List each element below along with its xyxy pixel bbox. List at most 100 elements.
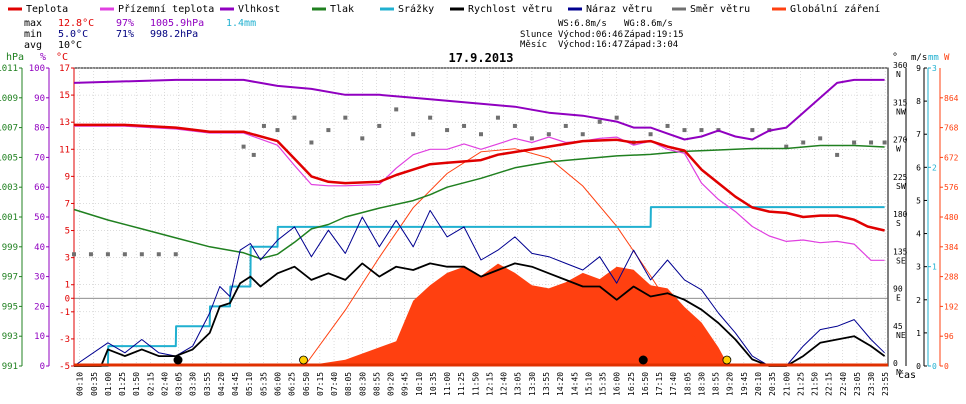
x-tick-label: 13:30 [528, 372, 537, 396]
series-smer-vetru-point [563, 123, 568, 128]
axis-pct-tick-label: 20 [34, 302, 45, 312]
axis-w-tick-label: 384 [944, 243, 959, 252]
series-smer-vetru-point [818, 136, 823, 141]
axis-w-tick-label: 480 [944, 213, 959, 222]
axis-hpa-tick-label: 1005 [0, 153, 18, 163]
x-tick-label: 20:10 [754, 372, 763, 396]
series-smer-vetru-point [682, 128, 687, 133]
legend-label-smer-vetru: Směr větru [690, 3, 750, 15]
x-tick-label: 02:40 [160, 372, 169, 396]
x-tick-label: 16:25 [627, 372, 636, 396]
axis-unit-mm: mm [928, 53, 939, 63]
x-tick-label: 01:00 [104, 372, 113, 396]
axis-pct-tick-label: 30 [34, 273, 45, 283]
axis-w-tick-label: 768 [944, 124, 959, 133]
x-tick-label: 04:20 [217, 372, 226, 396]
x-tick-label: 05:35 [259, 372, 268, 396]
x-tick-label: 11:00 [443, 372, 452, 396]
axis-deg-dir-label: N [896, 70, 901, 79]
info-sun-rise: Východ:06:46 [558, 30, 623, 40]
series-smer-vetru-point [852, 140, 857, 145]
x-tick-label: 08:30 [358, 372, 367, 396]
series-smer-vetru-point [241, 144, 246, 149]
series-smer-vetru-point [428, 115, 433, 120]
series-smer-vetru-point [784, 144, 789, 149]
series-smer-vetru-point [614, 115, 619, 120]
axis-pct-tick-label: 10 [34, 332, 45, 342]
series-smer-vetru-point [445, 128, 450, 133]
legend-label-tlak: Tlak [330, 4, 354, 15]
x-tick-label: 03:30 [189, 372, 198, 396]
axis-ms-tick-label: 2 [916, 296, 921, 305]
series-smer-vetru-point [105, 252, 110, 257]
series-smer-vetru-point [122, 252, 127, 257]
x-tick-label: 07:40 [330, 372, 339, 396]
axis-degc-tick-label: 0 [65, 294, 70, 304]
stats-min-temp: 5.0°C [58, 29, 88, 40]
info-sun-label: Slunce [520, 30, 553, 40]
x-tick-label: 20:35 [768, 372, 777, 396]
x-tick-label: 21:00 [782, 372, 791, 396]
x-tick-label: 03:55 [203, 372, 212, 396]
x-tick-label: 11:25 [457, 372, 466, 396]
x-tick-label: 11:50 [471, 372, 480, 396]
series-smer-vetru-point [869, 140, 874, 145]
stats-max-label: max [24, 18, 42, 29]
x-tick-label: 21:25 [796, 372, 805, 396]
x-tick-label: 19:45 [740, 372, 749, 396]
x-tick-label: 14:20 [556, 372, 565, 396]
info-block: WS:6.8m/s WG:8.6m/s Slunce Východ:06:46 … [520, 19, 684, 50]
x-tick-label: 15:35 [599, 372, 608, 396]
series-smer-vetru-point [326, 128, 331, 133]
x-tick-label: 02:15 [146, 372, 155, 396]
series-smer-vetru-point [251, 152, 256, 157]
axis-mm-tick-label: 3 [932, 64, 937, 73]
stats-min-hum: 71% [116, 29, 134, 40]
x-tick-label: 09:45 [401, 372, 410, 396]
info-moon-set: Západ:3:04 [624, 40, 678, 50]
legend-label-prizemni-teplota: Přízemní teplota [118, 3, 214, 15]
info-ws: WS:6.8m/s [558, 19, 607, 29]
series-clear-sky-line [304, 148, 729, 367]
series-prizemni-teplota-line [74, 125, 885, 261]
axis-deg-dir-label: NW [896, 107, 906, 116]
axis-degc-tick-label: -5 [59, 362, 70, 372]
x-tick-label: 00:10 [76, 372, 85, 396]
series-smer-vetru-point [479, 132, 483, 137]
legend-label-globalni-zareni: Globální záření [790, 3, 880, 15]
axis-mm-tick-label: 1 [932, 263, 937, 272]
x-tick-label: 18:55 [712, 372, 721, 396]
series-smer-vetru-point [72, 252, 76, 257]
x-tick-label: 16:00 [613, 372, 622, 396]
axis-w-tick-label: 864 [944, 94, 959, 103]
stats-min-press: 998.2hPa [150, 29, 198, 40]
x-tick-label: 04:45 [231, 372, 240, 396]
axis-ms-tick-label: 6 [916, 163, 921, 172]
axis-degc-tick-label: -3 [59, 335, 70, 345]
series-smer-vetru-point [360, 136, 365, 141]
series-smer-vetru-point [529, 136, 534, 141]
series-smer-vetru-point [309, 140, 314, 145]
info-moon-rise: Východ:16:47 [558, 40, 623, 50]
axis-degc-tick-label: 17 [59, 64, 70, 74]
series-teplota-line [74, 123, 885, 232]
axis-deg-dir-label: NE [896, 331, 906, 340]
axis-w-tick-label: 672 [944, 153, 959, 162]
legend: Teplota Přízemní teplota Vlhkost Tlak Sr… [8, 3, 880, 15]
x-tick-label: 17:15 [655, 372, 664, 396]
x-tick-label: 23:30 [867, 372, 876, 396]
axis-ms-tick-label: 0 [916, 362, 921, 371]
legend-label-naraz-vetru: Náraz větru [586, 3, 652, 15]
axis-deg-tick-label: 315 [893, 98, 908, 107]
moonrise-marker [638, 355, 648, 365]
x-tick-label: 18:30 [697, 372, 706, 396]
x-tick-label: 23:05 [853, 372, 862, 396]
x-tick-label: 08:55 [372, 372, 381, 396]
axis-unit-deg: ° [892, 52, 898, 63]
stats-avg-label: avg [24, 40, 42, 51]
stats-max-rain: 1.4mm [226, 18, 256, 29]
x-tick-label: 10:10 [415, 372, 424, 396]
